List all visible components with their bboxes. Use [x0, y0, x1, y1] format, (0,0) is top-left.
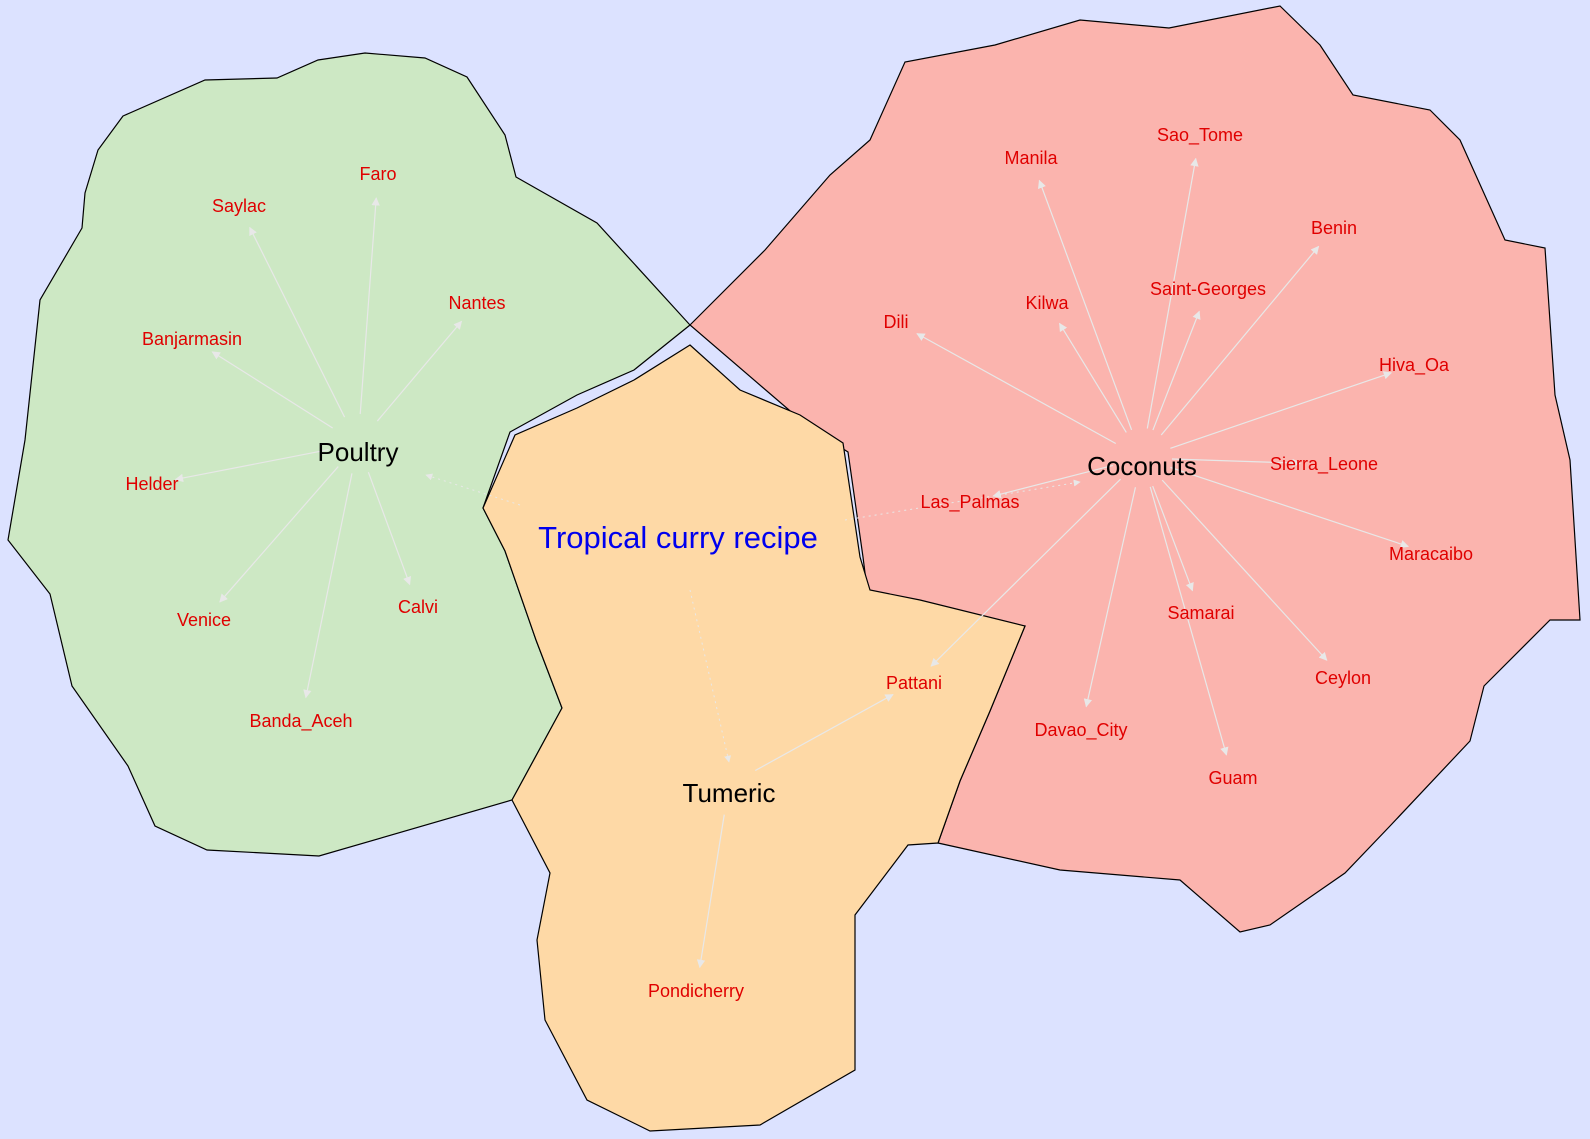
edge-poultry-to-helder — [174, 449, 329, 483]
leaf-label-benin: Benin — [1311, 218, 1357, 238]
leaf-label-venice: Venice — [177, 610, 231, 630]
edge-coconuts-to-benin — [1160, 245, 1320, 436]
edge-poultry-to-venice — [219, 466, 339, 603]
edge-poultry-to-nantes — [376, 320, 463, 422]
edge-poultry-to-saylac — [249, 226, 346, 418]
edge-poultry-to-banda-aceh — [303, 473, 353, 699]
leaf-label-sierra-leone: Sierra_Leone — [1270, 454, 1378, 475]
leaf-label-calvi: Calvi — [398, 597, 438, 617]
edge-coconuts-to-davao-city — [1083, 487, 1137, 708]
hub-label-tumeric: Tumeric — [683, 778, 776, 808]
edge-coconuts-to-las-palmas — [992, 464, 1114, 499]
edges-layer — [174, 157, 1410, 969]
leaf-label-saint-georges: Saint-Georges — [1150, 279, 1266, 299]
edge-coconuts-to-kilwa — [1059, 322, 1127, 433]
diagram-title: Tropical curry recipe — [538, 520, 818, 555]
edge-poultry-to-faro — [359, 197, 380, 415]
edge-coconuts-to-hiva-oa — [1170, 371, 1393, 449]
tumeric-region — [482, 344, 1026, 1132]
leaf-label-dili: Dili — [884, 312, 909, 332]
leaf-label-pondicherry: Pondicherry — [648, 981, 744, 1001]
edge-title-to-poultry — [425, 473, 521, 506]
edge-title-to-coconuts — [844, 479, 1081, 521]
leaf-label-davao-city: Davao_City — [1034, 720, 1127, 741]
edge-tumeric-to-pondicherry — [696, 814, 725, 969]
leaf-label-nantes: Nantes — [448, 293, 505, 313]
leaf-label-pattani: Pattani — [886, 673, 942, 693]
edge-coconuts-to-dili — [916, 333, 1117, 445]
edge-coconuts-to-samarai — [1152, 485, 1194, 592]
edge-coconuts-to-pattani — [930, 478, 1122, 667]
leaf-label-sao-tome: Sao_Tome — [1157, 125, 1243, 146]
edge-coconuts-to-ceylon — [1161, 479, 1328, 661]
edge-tumeric-to-pattani — [754, 694, 894, 772]
leaf-label-kilwa: Kilwa — [1025, 293, 1069, 313]
edge-coconuts-to-maracaibo — [1170, 466, 1410, 549]
edge-coconuts-to-sao-tome — [1146, 157, 1199, 429]
leaf-label-saylac: Saylac — [212, 196, 266, 216]
leaf-label-samarai: Samarai — [1167, 603, 1234, 623]
edge-coconuts-to-guam — [1149, 486, 1229, 756]
hub-label-poultry: Poultry — [318, 437, 399, 467]
edge-coconuts-to-saint-georges — [1152, 310, 1201, 431]
leaf-label-maracaibo: Maracaibo — [1389, 544, 1473, 564]
edge-poultry-to-banjarmasin — [211, 351, 333, 429]
leaf-label-helder: Helder — [125, 474, 178, 494]
edge-coconuts-to-sierra-leone — [1171, 458, 1301, 468]
leaf-label-faro: Faro — [359, 164, 396, 184]
labels-layer: Tropical curry recipe Saylac Faro Nantes Ba… — [125, 125, 1473, 1001]
leaf-label-guam: Guam — [1208, 768, 1257, 788]
leaf-label-ceylon: Ceylon — [1315, 668, 1371, 688]
leaf-label-banjarmasin: Banjarmasin — [142, 329, 242, 349]
leaf-label-banda-aceh: Banda_Aceh — [249, 711, 352, 732]
hub-label-coconuts: Coconuts — [1087, 451, 1197, 481]
edge-poultry-to-calvi — [367, 471, 412, 586]
leaf-label-manila: Manila — [1004, 148, 1058, 168]
leaf-label-las-palmas: Las_Palmas — [920, 492, 1019, 513]
edge-coconuts-to-manila — [1038, 179, 1133, 431]
leaf-label-hiva-oa: Hiva_Oa — [1379, 355, 1450, 376]
